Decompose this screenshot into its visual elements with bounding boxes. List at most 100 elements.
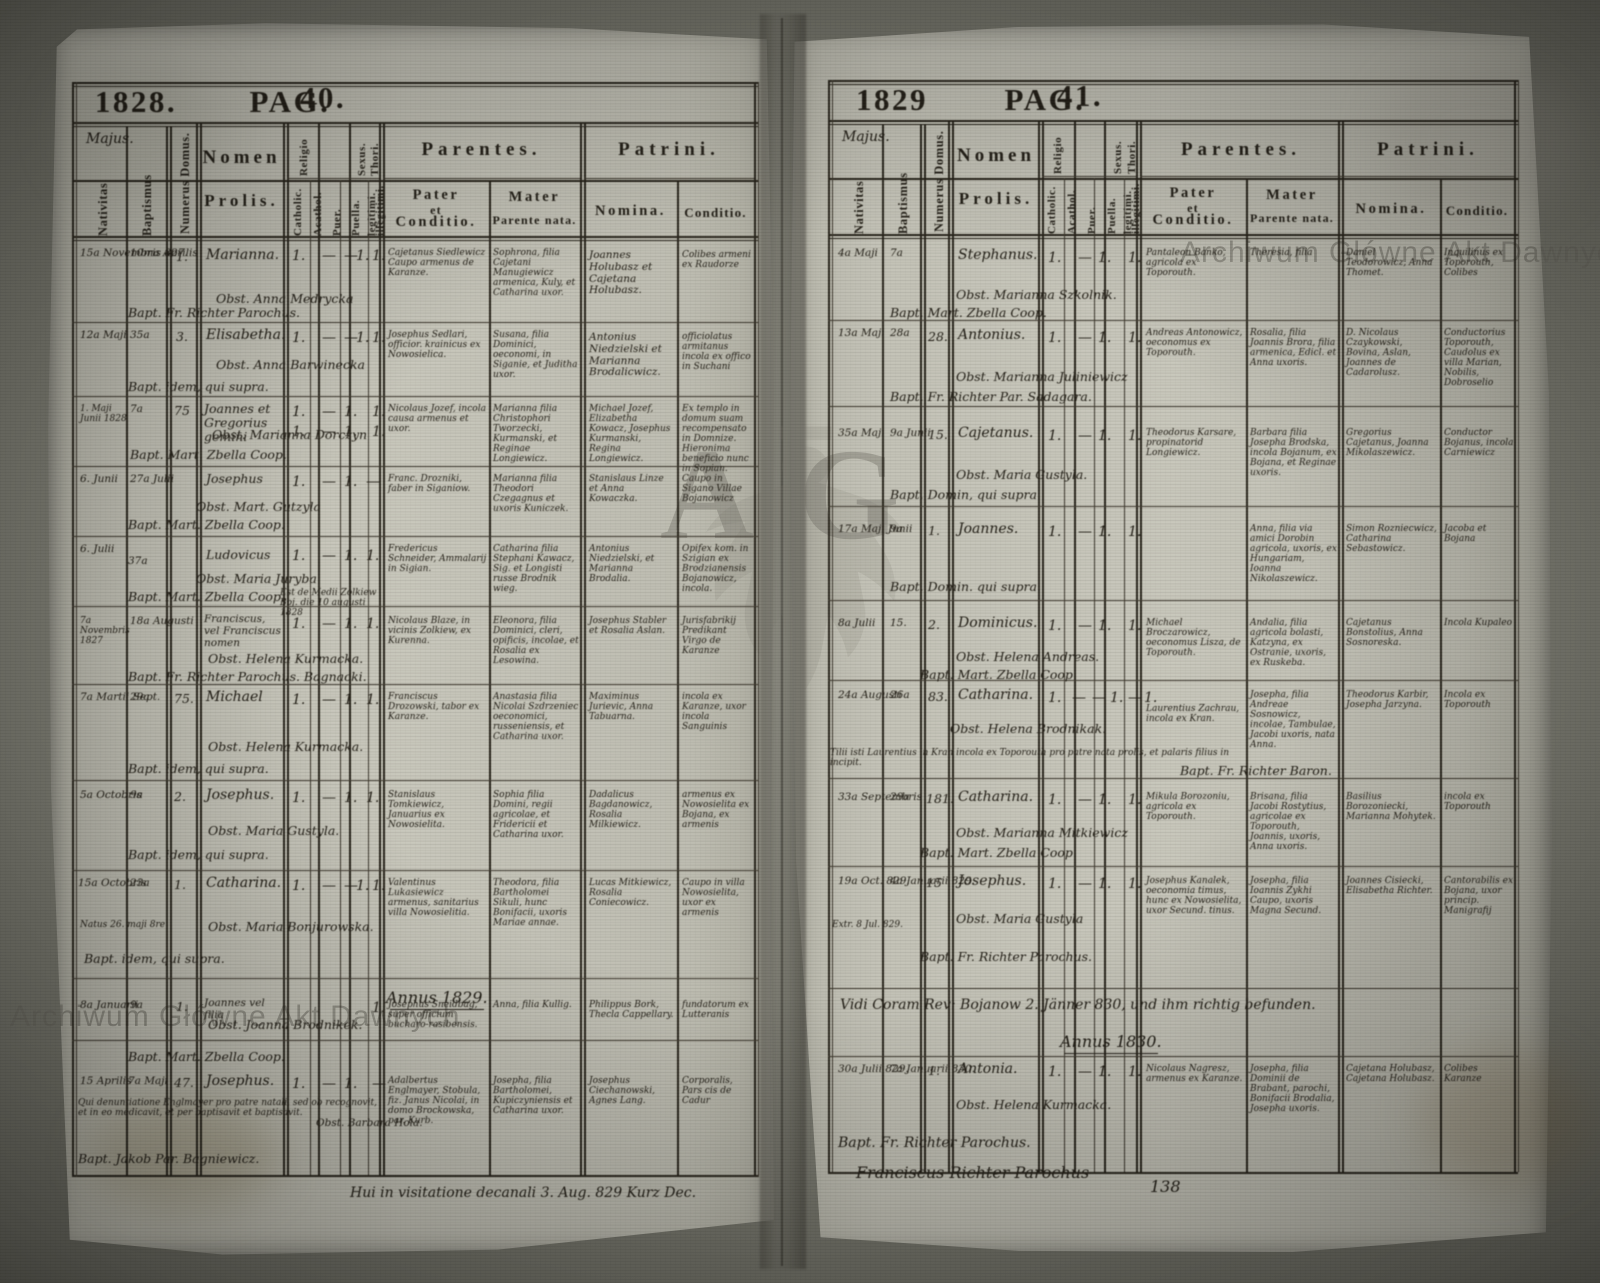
row-mother-note: Obst. Helena Kurmacka. [208,739,364,754]
row-bapt-note: Bapt. Fr. Richter Parochus. [128,305,300,320]
row-baptismus: 26a [890,689,910,701]
row-bapt-note: Bapt. Domin. qui supra. [890,579,1041,594]
row-baptismus: 4a Januarii 829. [890,875,975,887]
row-conditio: Jacoba et Bojana [1444,524,1487,545]
row-nomen: Josephus. [958,873,1027,889]
row-bapt-note: Bapt. Fr. Richter Parochus. [920,949,1092,964]
row-conditio: Incola ex Toporouth [1444,690,1491,711]
header-mater-sub: Parente nata. [1249,211,1335,225]
header-thori: Thori. [1126,140,1138,174]
row-patrini: Antonius Niedzielski et Marianna Brodali… [589,331,662,379]
row-nomen: Antonius. [958,327,1026,343]
row-mother-note: Obst. Anna Medrycka [216,291,354,306]
row-mater: Barbara filia Josepha Brodska, incola Bo… [1250,428,1337,479]
row-nomen: Catharina. [958,687,1034,703]
header-acatholic: Acathol. [1066,189,1078,234]
row-baptismus: 23a [130,877,150,889]
row-nomen: Catharina. [958,789,1034,805]
row-nomen: Cajetanus. [958,425,1034,441]
row-nativitas: 17a Maji Junii [838,523,913,535]
row-pater: Laurentius Zachrau, incola ex Kran. [1146,704,1240,725]
header-pater: Pater [412,187,460,203]
row-mother-note: Obst. Barbara Hola. [316,1117,423,1129]
row-nomen: Marianna. [206,247,280,263]
row-nativitas: 4a Maji [838,247,878,259]
row-bapt-note: Bapt. Fr. Richter Par. Sadagara. [890,389,1092,404]
header-pater: Pater [1169,185,1217,201]
row-baptismus: 7a [130,403,143,415]
right-page-year: 1829 [856,82,928,117]
header-parentes: Parentes. [1180,139,1302,160]
row-domus: 15 [926,875,942,890]
row-bapt-note: Bapt. Mart. Zbella Coop. [128,517,285,532]
row-baptismus: 9a [130,999,143,1011]
row-mater: Rosalia, filia Joannis Brora, filia arme… [1250,328,1337,369]
row-baptismus: 9a Junii [890,427,931,439]
header-nomen: Nomen [956,145,1036,166]
header-pater-conditio: Conditio. [1152,212,1234,228]
header-patrini: Patrini. [618,139,720,160]
row-patrini: Philippus Bork, Thecla Cappellary. [589,1000,674,1021]
row-baptismus: 7a Januarii 830. [890,1063,975,1075]
row-patrini: D. Nicolaus Czaykowski, Bovina, Aslan, J… [1346,328,1411,379]
right-page-pag-number: 41. [1056,78,1104,113]
row-conditio: Caupo in villa Nowosielita, uxor ex arme… [682,878,745,919]
row-mater: Marianna filia Theodori Czegagnus et uxo… [493,474,569,515]
row-baptismus: 18a Augusti [130,615,194,627]
row-pater: Josephus Sedlari, officior. krainicus ex… [388,330,481,361]
row-nomen: Stephanus. [958,247,1038,263]
right-page-month: Majus. [842,129,890,145]
row-pater: Cajetanus Siedlewicz Caupo armenus de Ka… [388,248,486,279]
row-mater: Josepha, filia Bartholomei, Kupiczyniens… [493,1076,573,1117]
row-patrini: Daniel Teodorowicz, Anna Thomet. [1346,248,1433,279]
row-mater: Catharina filia Stephani Kawacz, Sig. et… [493,544,575,595]
row-nomen: Ludovicus [206,547,271,562]
row-mater: Josepha, filia Ioannis Zykhi Caupo, uxor… [1250,876,1322,917]
row-patrini: Gregorius Cajetanus, Joanna Mikolaszewic… [1346,428,1429,459]
row-nativitas: 12a Maji [80,329,127,341]
row-mother-note: Obst. Helena Brodnikak. [950,721,1107,736]
row-patrini: Maximinus Jurievic, Anna Tabuarna. [589,692,654,723]
row-domus: 1. [928,523,940,538]
row-mother-note: Obst. Mart. Gutzyla [196,499,321,514]
row-long-note: Tilii isti Laurentius in Kran incola ex … [830,748,1230,769]
row-domus: 181. [926,791,954,806]
row-pater: Michael Broczarowicz, oeconomus Lisza, d… [1146,618,1241,659]
row-bapt-note: Bapt. Jakob Par. Bagniewicz. [78,1151,260,1166]
row-nomen: Michael [206,689,263,705]
row-bapt-note: Bapt. Mart. Zbella Coop. [128,589,285,604]
row-nativitas: 15 Aprilis [80,1075,132,1087]
header-puer: Puer. [1086,206,1098,234]
row-nativitas: 30a Julii 829. [838,1063,909,1075]
row-baptismus: 29a [890,791,910,803]
row-margin-note: Extr. 8 Jul. 829. [832,920,903,930]
row-patrini: Michael Jozef, Elizabetha Kowacz, Joseph… [589,404,671,465]
row-nativitas: 8a Januarii [80,999,139,1011]
row-margin-note: Natus 26. maji 8re [80,920,166,930]
row-mater: Theresia, filia [1250,248,1313,258]
row-baptismus: 7a Maji [128,1075,168,1087]
row-mater: Theodora, filia Bartholomei Sikuli, hunc… [493,878,568,929]
row-baptismus: 15. [890,617,907,629]
row-mater: Anna, filia Kullig. [493,1000,572,1010]
row-mother-note: Obst. Marianna Dorczyn [212,427,368,442]
row-bapt-note: Bapt. Mart. Zbella Coop. [128,1049,285,1064]
row-conditio: Cantorabilis ex Bojana, uxor princip. Ma… [1444,876,1514,917]
row-conditio: Conductorius Toporouth, Caudolus ex vill… [1444,328,1506,389]
row-nomen: Dominicus. [958,615,1038,631]
row-conditio: incola ex Karanze, uxor incola Sanguinis [682,692,746,733]
row-domus: 83. [928,689,948,704]
row-conditio: officiolatus armitanus incola ex offico … [682,332,751,373]
row-mater: Sophrona, filia Cajetani Manugiewicz arm… [493,248,576,299]
row-bapt-note: Bapt. idem, qui supra. [128,847,269,862]
row-patrini: Stanislaus Linze et Anna Kowaczka. [589,474,664,505]
row-nativitas: 35a Maji [838,427,885,439]
row-pater: Mikula Borozoniu, agricola ex Toporouth. [1146,792,1230,823]
row-domus: 75. [174,691,194,706]
row-baptismus: 9a [130,789,143,801]
row-pater: Adalbertus Englmayer, Stobula, fiz. Janu… [388,1076,481,1127]
row-baptismus: 7a [890,247,903,259]
row-mother-note: Obst. Joanna Brodnikek. [208,1017,363,1032]
row-nomen: Franciscus, vel Franciscus nomen [204,613,281,649]
